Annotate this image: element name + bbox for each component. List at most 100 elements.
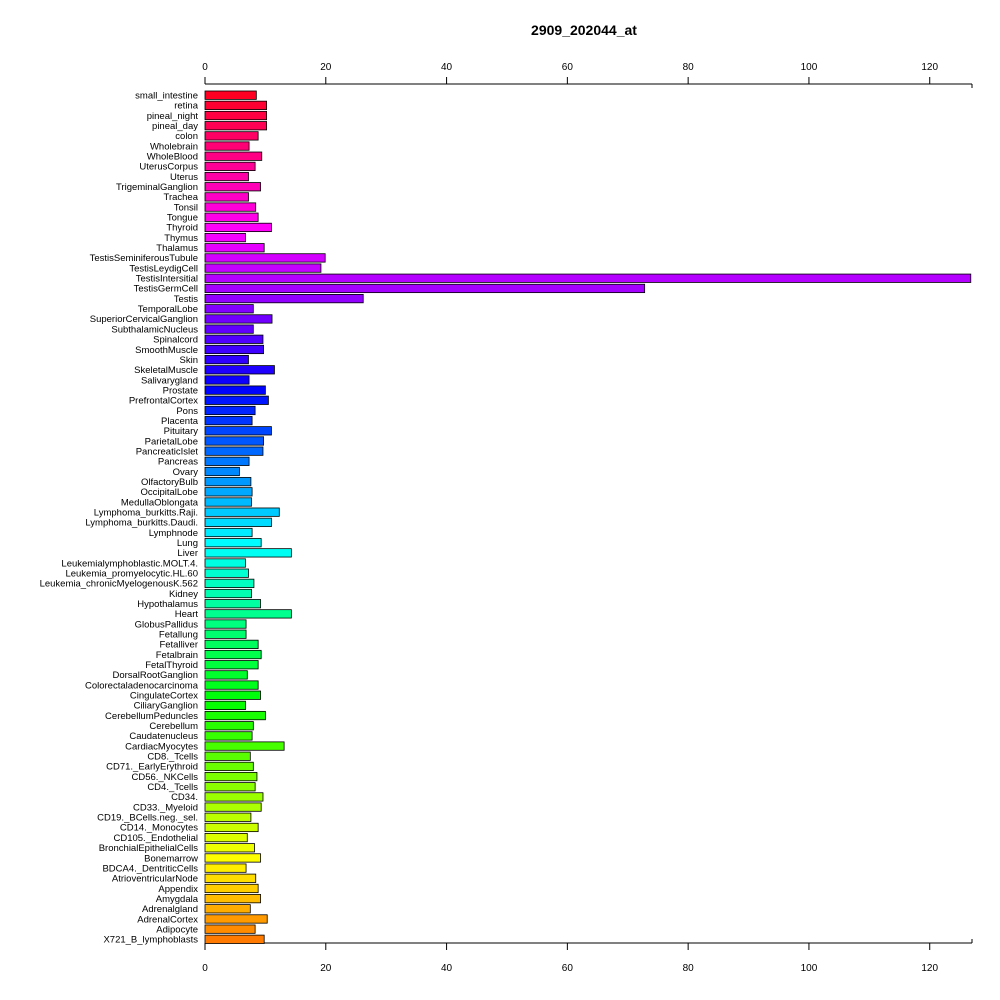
category-label: FetalThyroid <box>145 660 198 671</box>
category-label: CD71._EarlyErythroid <box>106 762 198 773</box>
category-label: CD33._Myeloid <box>133 802 198 813</box>
top-tick-label: 0 <box>202 62 208 73</box>
category-label: Amygdala <box>156 894 199 905</box>
bar <box>204 110 268 121</box>
bar <box>204 182 261 192</box>
bar <box>204 599 261 609</box>
bar <box>204 833 248 843</box>
category-label: CD56._NKCells <box>131 772 198 783</box>
category-label: PrefrontalCortex <box>129 396 198 407</box>
bottom-tick-label: 40 <box>441 963 453 974</box>
category-label: CiliaryGanglion <box>134 701 198 712</box>
category-label: OlfactoryBulb <box>141 477 198 488</box>
top-tick-label: 100 <box>801 62 818 73</box>
bar <box>204 527 253 538</box>
bar <box>204 649 262 660</box>
bottom-tick-label: 120 <box>921 963 938 974</box>
bar <box>204 121 268 131</box>
category-label: colon <box>175 131 198 142</box>
bar <box>204 405 256 416</box>
category-label: Trachea <box>164 192 199 203</box>
category-label: Pons <box>176 406 198 417</box>
category-label: AtrioventricularNode <box>112 874 198 885</box>
category-label: pineal_day <box>152 121 198 132</box>
category-label: Cerebellum <box>149 721 198 732</box>
bar <box>204 344 264 355</box>
category-label: SubthalamicNucleus <box>111 324 198 335</box>
category-label: Tonsil <box>174 202 198 213</box>
category-label: Fetalbrain <box>156 650 198 661</box>
bar <box>204 914 268 924</box>
bar <box>204 863 247 873</box>
bar <box>204 782 256 792</box>
category-label: UterusCorpus <box>139 162 198 173</box>
bar <box>204 904 251 914</box>
category-label: OccipitalLobe <box>140 487 198 498</box>
bar <box>204 426 272 436</box>
bar <box>204 517 272 527</box>
category-label: Heart <box>175 609 199 620</box>
category-label: Colorectaladenocarcinoma <box>85 680 199 691</box>
bar <box>204 680 259 690</box>
bar <box>204 212 259 222</box>
bar <box>204 466 240 477</box>
bar <box>204 629 247 639</box>
bar <box>204 253 326 263</box>
category-label: Tongue <box>167 213 198 224</box>
bar <box>204 548 292 558</box>
category-label: CD34. <box>171 792 198 803</box>
bar <box>204 588 252 599</box>
category-label: pineal_night <box>147 111 199 122</box>
bar <box>204 771 258 782</box>
category-label: Uterus <box>170 172 198 183</box>
category-label: BDCA4._DentriticCells <box>102 863 198 874</box>
bar <box>204 385 266 395</box>
category-label: Kidney <box>169 589 198 600</box>
bar <box>204 873 257 883</box>
bar <box>204 934 265 944</box>
category-label: Pituitary <box>164 426 199 437</box>
category-label: Pancreas <box>158 457 198 468</box>
top-axis-ticks: 0 20 40 60 80 100 120 <box>202 62 973 88</box>
bar <box>204 141 250 151</box>
bar <box>204 334 264 344</box>
bottom-tick-label: 0 <box>202 963 208 974</box>
bar <box>204 273 972 283</box>
category-label: Bonemarrow <box>144 853 198 864</box>
bar <box>204 761 254 772</box>
top-tick-label: 40 <box>441 62 453 73</box>
category-label: CD19._BCells.neg._sel. <box>97 813 198 824</box>
category-label: Salivarygland <box>141 375 198 386</box>
category-label: Leukemialymphoblastic.MOLT.4. <box>61 558 198 569</box>
category-label: retina <box>174 101 198 112</box>
category-label: Lymphnode <box>149 528 198 539</box>
category-label: ParietalLobe <box>145 436 198 447</box>
bar <box>204 446 264 456</box>
bar <box>204 487 253 497</box>
chart-title: 2909_202044_at <box>531 22 637 38</box>
category-label: Prostate <box>163 385 198 396</box>
bar <box>204 283 646 294</box>
category-label: Thalamus <box>156 243 198 254</box>
bar <box>204 670 248 680</box>
bar <box>204 822 259 833</box>
bar <box>204 192 249 202</box>
bar <box>204 883 259 894</box>
bar <box>204 263 322 273</box>
bar <box>204 202 257 212</box>
category-label: Spinalcord <box>153 335 198 346</box>
category-label: small_intestine <box>135 91 198 102</box>
bar <box>204 731 253 741</box>
bar <box>204 497 252 507</box>
bar <box>204 171 249 182</box>
category-label: TestisIntersitial <box>136 274 198 285</box>
category-label: TestisLeydigCell <box>129 263 198 274</box>
category-label: CD4._Tcells <box>147 782 198 793</box>
bar <box>204 243 265 253</box>
category-label: Leukemia_chronicMyelogenousK.562 <box>40 579 198 590</box>
category-label: BronchialEpithelialCells <box>99 843 199 854</box>
category-label: CD105._Endothelial <box>113 833 198 844</box>
category-label: CerebellumPeduncles <box>105 711 198 722</box>
bar <box>204 812 252 822</box>
